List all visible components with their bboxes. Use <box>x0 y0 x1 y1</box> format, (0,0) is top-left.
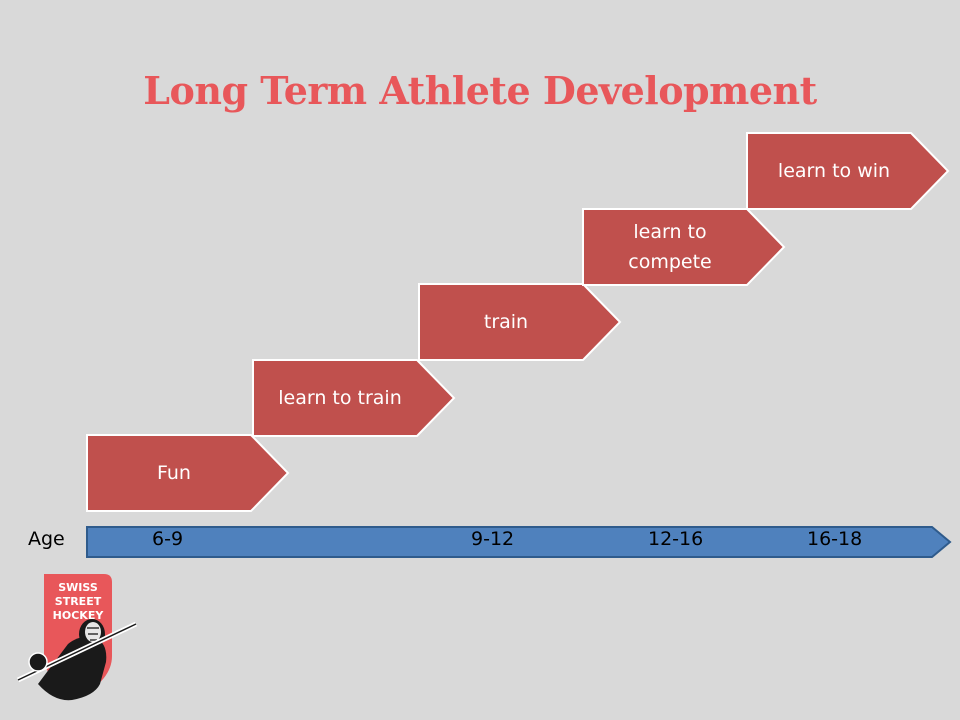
swiss-street-hockey-logo: SWISS STREET HOCKEY <box>16 574 138 701</box>
step-label: train <box>483 311 529 333</box>
step-label: learn to compete <box>628 221 712 273</box>
step-arrow-shape <box>746 132 950 210</box>
step-label: learn to train <box>278 387 402 409</box>
logo-line-2: STREET <box>55 595 102 608</box>
step-learn-to-win: learn to win <box>746 132 950 210</box>
axis-label: Age <box>28 528 65 550</box>
step-arrow-shape <box>582 208 786 286</box>
logo-wordmark: SWISS STREET HOCKEY <box>53 581 105 622</box>
step-arrow-shape <box>252 359 456 437</box>
axis-tick: 12-16 <box>648 528 704 550</box>
step-train: train <box>418 283 622 361</box>
axis-tick: 9-12 <box>471 528 515 550</box>
step-fun: Fun <box>86 434 290 512</box>
logo-line-1: SWISS <box>58 581 98 594</box>
hockey-player-figure <box>16 619 138 701</box>
logo-line-3: HOCKEY <box>53 609 105 622</box>
page-title: Long Term Athlete Development <box>143 68 817 113</box>
axis-tick: 6-9 <box>152 528 184 550</box>
step-arrow-shape <box>418 283 622 361</box>
step-arrow-shape <box>86 434 290 512</box>
axis-tick: 16-18 <box>807 528 863 550</box>
step-label: Fun <box>157 462 191 484</box>
step-learn-to-train: learn to train <box>252 359 456 437</box>
age-axis-arrow <box>86 526 952 558</box>
step-label: learn to win <box>777 160 891 182</box>
step-learn-to-compete: learn to compete <box>582 208 786 286</box>
